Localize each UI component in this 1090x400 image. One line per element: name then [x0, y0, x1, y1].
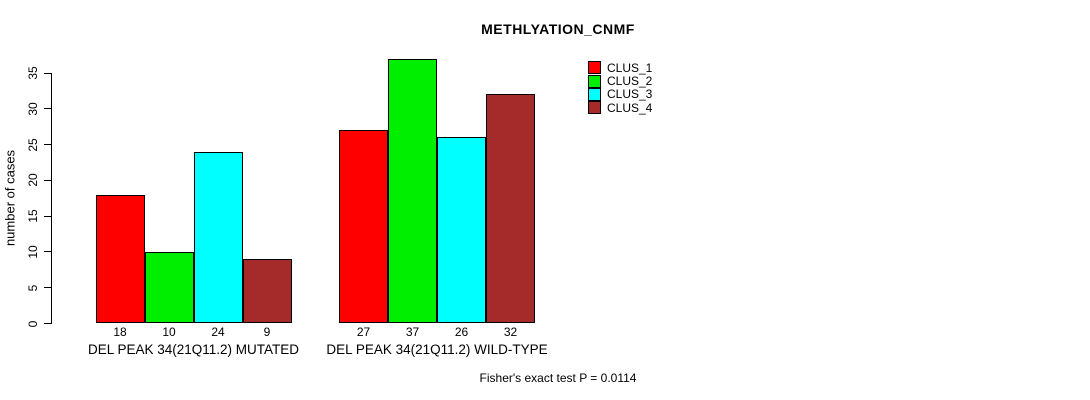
legend: CLUS_1 CLUS_2 CLUS_3 CLUS_4 [588, 61, 652, 115]
y-tick [44, 72, 52, 74]
bar-clus_2-group2 [388, 58, 437, 324]
legend-item-clus_1: CLUS_1 [588, 60, 653, 75]
legend-swatch [588, 61, 601, 75]
y-tick [44, 287, 52, 289]
bar-value-label: 26 [454, 325, 469, 339]
legend-swatch [588, 101, 601, 115]
legend-label: CLUS_2 [607, 74, 653, 89]
y-axis-line [51, 73, 52, 324]
legend-item-clus_4: CLUS_4 [588, 100, 653, 115]
legend-swatch [588, 74, 601, 88]
y-tick [44, 323, 52, 324]
bar-value-label: 10 [162, 325, 176, 339]
bar-clus_3-group1 [193, 151, 243, 324]
bar-value-label: 9 [263, 325, 271, 339]
y-tick-label: 5 [26, 284, 40, 292]
legend-label: CLUS_3 [607, 87, 653, 102]
y-tick-label: 25 [26, 137, 40, 152]
y-tick-label: 15 [26, 209, 40, 223]
legend-label: CLUS_1 [607, 60, 653, 75]
bar-clus_1-group2 [339, 130, 388, 324]
chart-title: METHLYATION_CNMF [481, 21, 635, 37]
legend-swatch [588, 87, 601, 101]
bar-clus_4-group2 [486, 94, 535, 324]
y-tick-label: 35 [26, 66, 40, 80]
y-tick-label: 0 [26, 320, 40, 327]
footnote-fisher-test: Fisher's exact test P = 0.0114 [479, 371, 637, 385]
legend-label: CLUS_4 [607, 100, 653, 115]
x-category-label: DEL PEAK 34(21Q11.2) MUTATED [87, 342, 300, 357]
bar-value-label: 24 [211, 325, 225, 339]
legend-item-clus_2: CLUS_2 [588, 74, 653, 89]
legend-item-clus_3: CLUS_3 [588, 87, 653, 102]
bar-clus_2-group1 [144, 251, 194, 324]
bar-clus_4-group1 [242, 259, 292, 324]
y-tick [44, 251, 52, 253]
bar-clus_1-group1 [95, 194, 145, 324]
x-category-label: DEL PEAK 34(21Q11.2) WILD-TYPE [326, 342, 548, 357]
bar-value-label: 32 [503, 325, 518, 339]
y-tick [44, 215, 52, 217]
y-tick-label: 30 [26, 102, 40, 116]
bar-value-label: 37 [405, 325, 420, 339]
y-tick-label: 20 [26, 173, 40, 188]
y-tick [44, 179, 52, 181]
y-tick [44, 108, 52, 110]
bar-value-label: 18 [113, 325, 127, 339]
y-tick [44, 144, 52, 146]
y-tick-label: 10 [26, 245, 40, 259]
bar-clus_3-group2 [437, 137, 486, 324]
y-axis-label: number of cases [2, 149, 18, 247]
bar-value-label: 27 [356, 325, 371, 339]
